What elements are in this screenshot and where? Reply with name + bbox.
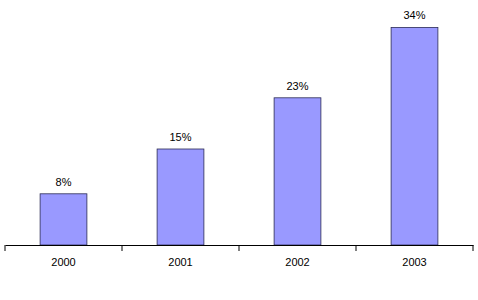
bar	[274, 98, 321, 245]
x-tick-label: 2002	[285, 256, 309, 268]
bars	[40, 27, 438, 245]
category-separator	[473, 245, 474, 251]
x-axis: 2000 2001 2002 2003	[6, 245, 474, 268]
x-tick: 2002	[285, 245, 309, 268]
data-label: 23%	[286, 80, 308, 92]
bar	[40, 194, 87, 245]
category-separator	[5, 245, 6, 251]
category-separators	[5, 245, 473, 251]
x-tick: 2003	[402, 245, 426, 268]
bar	[391, 27, 438, 245]
category-separator	[239, 245, 240, 251]
x-tick-label: 2000	[51, 256, 75, 268]
bar	[157, 149, 204, 245]
data-label: 8%	[56, 176, 72, 188]
chart: 2000 2001 2002 2003 8% 15% 23% 34%	[0, 0, 478, 300]
category-separator	[122, 245, 123, 251]
x-tick: 2001	[168, 245, 192, 268]
data-label: 15%	[169, 131, 191, 143]
x-tick-label: 2003	[402, 256, 426, 268]
category-separator	[356, 245, 357, 251]
data-label: 34%	[403, 9, 425, 21]
data-labels: 8% 15% 23% 34%	[56, 9, 426, 187]
x-tick-label: 2001	[168, 256, 192, 268]
x-tick: 2000	[51, 245, 75, 268]
